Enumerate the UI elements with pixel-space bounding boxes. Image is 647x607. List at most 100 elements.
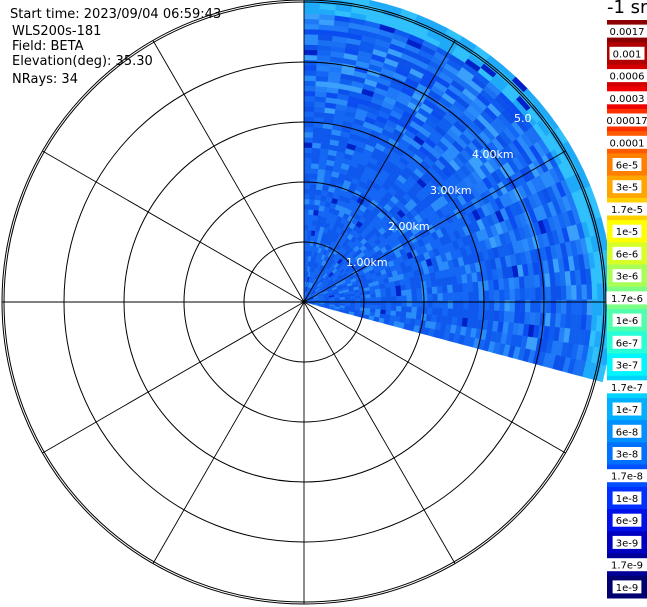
range-gate-cell [442, 292, 449, 302]
range-gate-cell [365, 294, 372, 299]
range-gate-cell [463, 291, 470, 302]
range-gate-cell [312, 137, 322, 144]
range-gate-cell [303, 178, 311, 184]
range-gate-cell [303, 229, 309, 236]
colorbar-label-bg [612, 580, 642, 594]
range-gate-cell [499, 289, 506, 301]
range-gate-cell [303, 198, 310, 205]
range-gate-cell [385, 296, 392, 302]
range-gate-cell [437, 293, 444, 302]
range-gate-cell [545, 286, 552, 301]
colorbar-label-bg [612, 335, 642, 349]
range-gate-cell [303, 214, 309, 220]
range-gate-cell [308, 209, 315, 216]
range-gate-cell [503, 311, 511, 323]
range-gate-cell [406, 295, 413, 302]
colorbar-tick-label: 3e-6 [616, 272, 639, 283]
start-time-label: Start time: 2023/09/04 06:59:43 [10, 7, 222, 22]
colorbar-tick-label: 0.001 [613, 49, 642, 60]
range-gate-cell [550, 286, 557, 301]
colorbar-label-bg [606, 202, 647, 216]
range-gate-cell [350, 298, 356, 302]
colorbar-label-bg [606, 380, 647, 394]
colorbar-tick-label: 1.7e-9 [611, 561, 643, 572]
range-gate-cell [380, 292, 387, 298]
range-gate-cell [395, 285, 402, 292]
colorbar-tick-label: 3e-8 [616, 450, 639, 461]
range-gate-cell [462, 282, 469, 293]
range-gate-cell [431, 307, 439, 316]
range-gate-cell [405, 312, 412, 319]
range-gate-cell [303, 188, 311, 195]
colorbar-label-bg [612, 358, 642, 372]
range-gate-cell [344, 298, 351, 302]
colorbar-unit-label: -1 sr [607, 0, 647, 18]
range-gate-cell [303, 203, 310, 210]
range-gate-cell [390, 286, 397, 293]
range-gate-cell [442, 308, 449, 317]
range-ring-label: 3.00km [430, 184, 472, 197]
range-gate-cell [311, 152, 321, 159]
range-gate-cell [406, 289, 413, 296]
colorbar-label-bg [609, 46, 645, 60]
range-gate-cell [312, 142, 322, 149]
range-gate-cell [309, 188, 317, 195]
range-gate-cell [431, 286, 438, 295]
range-gate-cell [303, 106, 315, 112]
range-gate-cell [400, 284, 407, 291]
range-gate-cell [303, 70, 317, 76]
range-gate-cell [312, 126, 324, 134]
range-gate-cell [436, 285, 444, 295]
colorbar-tick-label: 0.0001 [610, 138, 645, 149]
range-gate-cell [308, 214, 314, 221]
colorbar-label-bg [612, 246, 642, 260]
range-gate-cell [416, 306, 423, 315]
range-gate-cell [311, 147, 321, 154]
range-gate-cell [310, 173, 319, 180]
range-gate-cell [565, 285, 573, 301]
colorbar-tick-label: 1e-9 [616, 583, 639, 594]
range-gate-cell [303, 239, 308, 246]
range-gate-cell [421, 307, 428, 315]
range-gate-cell [411, 288, 418, 296]
range-gate-cell [354, 295, 361, 300]
range-gate-cell [314, 106, 326, 113]
azimuth-spoke [152, 40, 305, 303]
colorbar-label-bg [612, 224, 642, 238]
range-gate-cell [303, 209, 310, 215]
range-gate-cell [303, 219, 309, 226]
range-gate-cell [308, 204, 315, 211]
range-gate-cell [385, 291, 392, 298]
range-gate-cell [447, 308, 454, 318]
range-gate-cell [395, 290, 402, 297]
range-gate-cell [309, 183, 317, 190]
range-gate-cell [360, 294, 366, 299]
range-gate-cell [395, 306, 402, 313]
colorbar-tick-label: 3e-9 [616, 538, 639, 549]
range-gate-cell [303, 28, 319, 35]
colorbar-tick-label: 6e-9 [616, 516, 639, 527]
range-gate-cell [385, 305, 392, 311]
colorbar-label-bg [612, 402, 642, 416]
range-gate-cell [472, 309, 480, 320]
range-ring-labels: 1.00km 2.00km 3.00km 4.00km 5.0 [346, 112, 532, 269]
instrument-label: WLS200s-181 [12, 24, 102, 39]
range-ring-label: 1.00km [346, 256, 388, 269]
range-gate-cell [483, 290, 490, 301]
colorbar-label-bg [612, 269, 642, 283]
range-gate-cell [400, 289, 408, 297]
colorbar-label-bg [606, 291, 647, 305]
range-gate-cell [303, 116, 315, 123]
range-gate-cell [473, 290, 480, 301]
range-gate-cell [380, 305, 387, 311]
range-gate-cell [303, 3, 321, 10]
range-gate-cell [334, 299, 341, 303]
range-gate-cell [560, 285, 567, 301]
range-gate-cell [303, 80, 317, 87]
range-gate-cell [303, 162, 312, 169]
colorbar-tick-label: 6e-7 [616, 338, 639, 349]
range-gate-cell [467, 282, 474, 293]
range-gate-cell [391, 296, 397, 302]
range-gate-cell [303, 13, 320, 20]
